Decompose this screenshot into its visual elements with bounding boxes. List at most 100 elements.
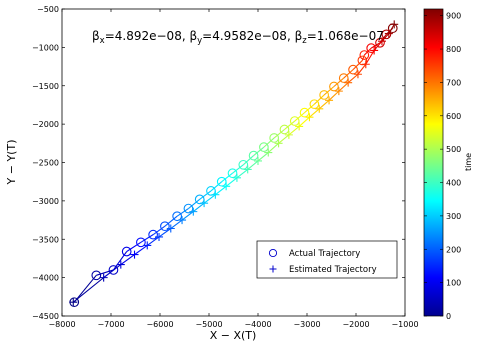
legend-actual-marker xyxy=(268,248,278,258)
trajectory-segment xyxy=(103,264,122,279)
trajectory-segment xyxy=(284,120,296,130)
trajectory-segment xyxy=(328,90,340,101)
colorbar-ticks: 0 100 200 300 400 500 600 700 800 900 xyxy=(424,12,461,321)
colorbar-tick-label: 600 xyxy=(446,112,461,121)
trajectory-segment xyxy=(333,77,345,87)
actual-trajectory-point xyxy=(338,73,349,83)
trajectory-segment xyxy=(298,116,310,127)
y-tick-label: −4500 xyxy=(32,312,59,321)
actual-trajectory-point xyxy=(108,265,119,275)
actual-trajectory-point xyxy=(381,29,392,40)
actual-trajectory-point xyxy=(259,142,269,152)
trajectory-segment xyxy=(304,103,315,114)
y-tick-label: −2000 xyxy=(32,120,59,129)
colorbar-gradient xyxy=(423,8,444,317)
actual-trajectory-point xyxy=(183,203,194,214)
trajectory-segment xyxy=(210,181,223,192)
y-tick-label: −2500 xyxy=(32,159,59,168)
y-tick-label: −1000 xyxy=(32,43,59,52)
actual-trajectory-point xyxy=(359,50,370,60)
colorbar-tick-label: 700 xyxy=(446,78,461,87)
estimated-trajectory-point xyxy=(284,130,293,139)
trajectory-segment xyxy=(192,202,205,213)
trajectory-segment xyxy=(267,142,279,153)
actual-trajectory-point xyxy=(319,90,330,100)
estimated-trajectory-point xyxy=(116,260,125,269)
trajectory-segment xyxy=(126,241,142,252)
trajectory-segment xyxy=(253,146,265,157)
actual-trajectory-point xyxy=(238,159,249,170)
x-tick-label: −7000 xyxy=(97,320,124,329)
trajectory-segment xyxy=(338,82,349,92)
beta-z-value: 1.068e−07 xyxy=(317,29,384,43)
trajectory-segment xyxy=(146,236,160,246)
estimated-trajectory-point xyxy=(243,165,252,174)
trajectory-segment xyxy=(176,208,189,217)
beta-annotation: βx=4.892e−08, βy=4.9582e−08, βz=1.068e−0… xyxy=(92,29,384,46)
colorbar-tick-label: 400 xyxy=(446,179,461,188)
estimated-trajectory-point xyxy=(166,224,175,233)
colorbar-tick-label: 900 xyxy=(446,12,461,21)
estimated-trajectory-point xyxy=(325,96,334,105)
y-axis: −4500 −4000 −3500 −3000 −2500 −2000 −1500 −1000… xyxy=(32,5,405,321)
trajectory-segment xyxy=(388,24,395,34)
actual-trajectory-point xyxy=(121,246,132,257)
estimated-trajectory-point xyxy=(232,173,241,182)
trajectory-segment xyxy=(313,94,325,105)
y-tick-label: −500 xyxy=(37,5,59,14)
trajectory-segment xyxy=(152,225,166,236)
estimated-trajectory-point xyxy=(370,46,379,55)
estimated-trajectory-point xyxy=(361,60,370,69)
estimated-trajectory-point xyxy=(189,207,198,216)
estimated-trajectory-point xyxy=(274,139,283,148)
trajectory-segment xyxy=(370,42,381,49)
x-tick-label: −4000 xyxy=(244,320,271,329)
estimated-trajectory-point xyxy=(155,232,164,241)
trajectory-segment xyxy=(343,69,354,79)
x-tick-label: −5000 xyxy=(195,320,222,329)
estimated-trajectory-point xyxy=(69,298,78,307)
actual-trajectory-point xyxy=(329,81,339,92)
trajectory-segment xyxy=(225,177,238,187)
estimated-trajectory-point xyxy=(353,70,362,79)
actual-trajectory-point xyxy=(216,176,227,187)
y-tick-label: −4000 xyxy=(32,274,59,283)
actual-trajectory-point xyxy=(148,229,158,240)
estimated-trajectory-point xyxy=(200,199,209,208)
legend-estimated-marker xyxy=(269,265,277,273)
trajectory-segment xyxy=(164,215,178,227)
estimated-trajectory-point xyxy=(334,87,343,96)
trajectory-segment xyxy=(170,219,183,229)
trajectory-segment xyxy=(323,86,335,96)
y-tick-label: −3000 xyxy=(32,197,59,206)
estimated-trajectory-point xyxy=(390,20,399,29)
estimated-trajectory-point xyxy=(99,273,108,282)
actual-trajectory-point xyxy=(299,107,310,118)
x-tick-label: −2000 xyxy=(342,320,369,329)
y-axis-label: Y − Y(T) xyxy=(5,140,18,186)
beta-x-value: 4.892e−08 xyxy=(115,29,182,43)
actual-trajectory-point xyxy=(348,64,358,75)
estimated-trajectory-point xyxy=(264,148,273,157)
trajectory-segment xyxy=(257,152,269,162)
colorbar-tick-label: 200 xyxy=(446,245,461,254)
trajectory-segment xyxy=(294,112,305,122)
actual-trajectory-point xyxy=(248,150,259,161)
colorbar-tick-label: 0 xyxy=(446,312,451,321)
colorbar-tick-label: 500 xyxy=(446,145,461,154)
colorbar: 0 100 200 300 400 500 600 700 800 900 time xyxy=(423,8,473,321)
legend: Actual Trajectory Estimated Trajectory xyxy=(256,240,398,279)
trajectory-segment xyxy=(365,50,375,65)
estimated-trajectory-point xyxy=(254,156,262,165)
actual-trajectory-point xyxy=(279,124,290,135)
estimated-trajectory-point xyxy=(130,250,139,259)
trajectory-segment xyxy=(181,211,194,221)
colorbar-tick-label: 300 xyxy=(446,212,461,221)
estimated-trajectory-point xyxy=(315,104,324,113)
actual-trajectory-point xyxy=(227,168,238,179)
trajectory-segment xyxy=(120,254,135,266)
actual-trajectory-point xyxy=(160,221,170,232)
trajectory-segment xyxy=(263,137,275,148)
estimated-trajectory-point xyxy=(384,29,393,38)
